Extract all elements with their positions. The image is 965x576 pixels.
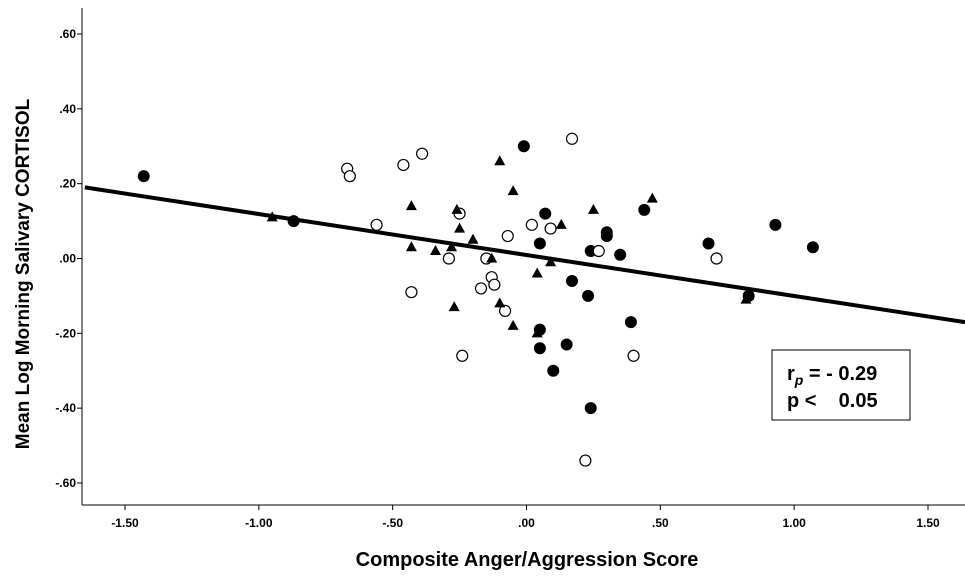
- data-point-filled-circle: [584, 402, 597, 415]
- p-value-label: p < 0.05: [787, 390, 878, 412]
- data-point-filled-circle: [533, 237, 546, 250]
- data-point-triangle: [454, 222, 466, 233]
- data-point-filled-circle: [582, 289, 595, 302]
- data-point-filled-circle: [638, 203, 651, 216]
- data-point-open-circle: [579, 454, 592, 467]
- x-tick-label: 1.00: [782, 516, 806, 530]
- stat-annotation-box: rp = - 0.29 p < 0.05: [771, 349, 911, 421]
- data-point-filled-circle: [539, 207, 552, 220]
- data-point-filled-circle: [560, 338, 573, 351]
- data-point-open-circle: [488, 278, 501, 291]
- data-point-triangle: [448, 301, 460, 312]
- regression-line: [84, 185, 965, 325]
- y-tick-label: -.60: [55, 476, 76, 490]
- data-point-triangle: [545, 256, 557, 267]
- data-point-open-circle: [442, 252, 455, 265]
- y-tick-label: .40: [59, 102, 76, 116]
- x-axis-ticks: -1.50 -1.00 -.50 .00 .50 1.00 1.50: [111, 505, 940, 530]
- data-point-open-circle: [370, 218, 383, 231]
- data-point-open-circle: [456, 349, 469, 362]
- y-tick-label: .60: [59, 27, 76, 41]
- data-point-open-circle: [710, 252, 723, 265]
- data-point-triangle: [743, 289, 755, 300]
- data-point-filled-circle: [624, 316, 637, 329]
- data-point-triangle: [531, 267, 543, 278]
- data-point-filled-circle: [137, 170, 150, 183]
- data-point-open-circle: [592, 244, 605, 258]
- y-axis-title: Mean Log Morning Salivary CORTISOL: [13, 98, 34, 449]
- y-axis-ticks: .60 .40 .20 .00 -.20 -.40 -.60: [55, 27, 82, 490]
- x-axis-title: Composite Anger/Aggression Score: [356, 549, 699, 571]
- x-tick-label: -1.00: [245, 516, 273, 530]
- data-point-filled-circle: [769, 218, 782, 231]
- x-tick-label: .50: [652, 516, 669, 530]
- data-point-filled-circle: [614, 248, 627, 261]
- data-point-triangle: [429, 245, 441, 256]
- data-point-triangle: [494, 297, 506, 308]
- data-point-open-circle: [498, 304, 512, 317]
- x-tick-label: -.50: [382, 516, 403, 530]
- data-point-filled-circle: [547, 364, 560, 377]
- data-point-filled-circle: [517, 140, 530, 153]
- data-point-triangle: [507, 319, 519, 330]
- stat-annotation-frame: [771, 349, 911, 421]
- data-points: [137, 132, 819, 467]
- data-point-triangle: [405, 200, 417, 211]
- data-point-open-circle: [416, 147, 429, 160]
- data-point-triangle: [486, 252, 498, 263]
- data-point-open-circle: [565, 132, 579, 145]
- y-tick-label: .20: [59, 177, 76, 191]
- data-point-triangle: [405, 241, 417, 252]
- data-point-open-circle: [627, 349, 640, 362]
- x-tick-label: 1.50: [916, 516, 940, 530]
- data-point-triangle: [494, 155, 506, 166]
- data-point-filled-circle: [533, 342, 546, 355]
- data-point-triangle: [507, 185, 519, 196]
- data-point-triangle: [467, 233, 479, 244]
- data-point-open-circle: [474, 282, 488, 295]
- data-point-triangle: [587, 203, 599, 214]
- data-point-filled-circle: [702, 237, 715, 250]
- data-point-triangle: [555, 218, 567, 229]
- plot-frame: [81, 8, 965, 506]
- x-tick-label: -1.50: [111, 516, 139, 530]
- data-point-filled-circle: [806, 241, 819, 254]
- data-point-open-circle: [405, 286, 418, 299]
- y-tick-label: -.40: [55, 401, 76, 415]
- correlation-label: rp = - 0.29: [787, 363, 877, 388]
- data-point-open-circle: [544, 222, 557, 235]
- x-tick-label: .00: [518, 516, 535, 530]
- data-point-triangle: [451, 203, 463, 214]
- data-point-filled-circle: [600, 230, 613, 243]
- data-point-triangle: [646, 192, 658, 203]
- data-point-open-circle: [343, 170, 356, 183]
- y-tick-label: .00: [59, 252, 76, 266]
- data-point-open-circle: [525, 218, 538, 231]
- data-point-triangle: [531, 327, 543, 338]
- data-point-open-circle: [501, 229, 514, 243]
- data-point-triangle: [446, 241, 458, 252]
- data-point-filled-circle: [566, 274, 579, 287]
- y-tick-label: -.20: [55, 326, 76, 340]
- data-point-open-circle: [397, 158, 410, 172]
